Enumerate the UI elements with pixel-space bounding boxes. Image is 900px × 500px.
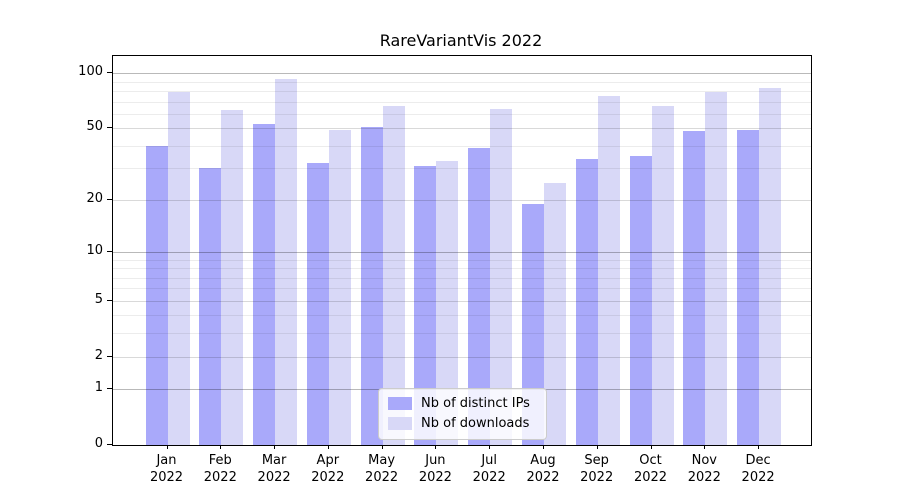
bar-downloads-mar: [275, 79, 298, 445]
x-tick-mark: [758, 445, 760, 449]
x-tick-label-feb: Feb 2022: [203, 453, 237, 485]
legend-item-distinct-ips: Nb of distinct IPs: [388, 396, 536, 411]
bar-downloads-apr: [328, 129, 351, 445]
y-tick-mark: [107, 198, 112, 200]
x-tick-mark: [327, 445, 329, 449]
x-tick-mark: [166, 445, 168, 449]
x-tick-label-may: May 2022: [365, 453, 399, 485]
y-tick-label: 5: [94, 291, 103, 307]
bar-downloads-jul: [490, 108, 513, 445]
x-tick-mark: [704, 445, 706, 449]
x-tick-mark: [650, 445, 652, 449]
x-tick-label-jan: Jan 2022: [149, 453, 184, 485]
x-tick-mark: [489, 445, 491, 449]
y-tick-label: 2: [94, 347, 103, 363]
bar-distinct-ips-jun: [414, 165, 437, 445]
bar-distinct-ips-mar: [253, 123, 276, 445]
gridline-minor: [113, 268, 811, 269]
y-tick-mark: [107, 444, 112, 445]
gridline-minor: [113, 288, 811, 290]
legend-swatch-downloads: [388, 417, 412, 430]
x-tick-label-dec: Dec 2022: [741, 453, 775, 485]
y-tick-mark: [107, 388, 112, 390]
x-tick-mark: [274, 445, 276, 449]
gridline-minor: [113, 333, 811, 335]
bar-downloads-jan: [167, 92, 190, 445]
x-tick-label-sep: Sep 2022: [580, 453, 614, 485]
gridline-minor: [113, 101, 811, 103]
gridline-major: [113, 73, 811, 75]
chart-title: RareVariantVis 2022: [379, 31, 543, 50]
y-tick-mark: [107, 127, 112, 129]
gridline-major: [113, 251, 811, 253]
gridline-minor: [113, 168, 811, 170]
bar-downloads-dec: [759, 88, 782, 445]
bar-downloads-jun: [436, 160, 459, 445]
legend-label-distinct-ips: Nb of distinct IPs: [421, 396, 530, 411]
y-tick-label: 1: [94, 380, 103, 396]
y-tick-mark: [107, 299, 112, 301]
gridline-minor: [113, 81, 811, 83]
legend-item-downloads: Nb of downloads: [388, 416, 536, 431]
x-tick-label-nov: Nov 2022: [687, 453, 721, 485]
bar-downloads-feb: [221, 109, 244, 445]
y-tick-label: 10: [86, 242, 103, 258]
x-tick-label-oct: Oct 2022: [633, 453, 668, 485]
x-tick-mark: [381, 445, 383, 449]
y-tick-label: 100: [78, 64, 103, 80]
x-tick-label-aug: Aug 2022: [526, 453, 560, 485]
y-tick-mark: [107, 355, 112, 357]
bar-distinct-ips-may: [360, 126, 383, 445]
legend-swatch-distinct-ips: [388, 397, 412, 410]
gridline-major: [113, 300, 811, 302]
y-tick-mark: [107, 72, 112, 74]
bar-downloads-nov: [705, 92, 728, 445]
bar-distinct-ips-sep: [575, 158, 598, 445]
gridline-minor: [113, 145, 811, 147]
y-tick-label: 20: [86, 190, 103, 206]
gridline-minor: [113, 113, 811, 115]
x-tick-label-apr: Apr 2022: [311, 453, 345, 485]
gridline-minor: [113, 277, 811, 279]
bar-downloads-sep: [597, 96, 620, 445]
plot-area: Nb of distinct IPs Nb of downloads: [112, 55, 812, 446]
legend-label-downloads: Nb of downloads: [421, 416, 530, 431]
gridline-major: [113, 128, 811, 130]
y-tick-label: 0: [94, 436, 103, 451]
bar-distinct-ips-jan: [145, 145, 168, 445]
gridline-minor: [113, 315, 811, 317]
x-tick-mark: [435, 445, 437, 449]
gridline-major: [113, 199, 811, 201]
bar-downloads-may: [382, 106, 405, 445]
y-tick-label: 50: [86, 119, 103, 135]
gridline-major: [113, 356, 811, 358]
bar-distinct-ips-dec: [737, 129, 760, 445]
legend: Nb of distinct IPs Nb of downloads: [378, 388, 547, 440]
bar-distinct-ips-apr: [306, 163, 329, 445]
x-tick-label-mar: Mar 2022: [257, 453, 291, 485]
x-tick-mark: [596, 445, 598, 449]
bar-distinct-ips-oct: [629, 156, 652, 445]
bar-distinct-ips-feb: [199, 168, 222, 445]
x-tick-mark: [543, 445, 544, 449]
gridline-minor: [113, 259, 811, 261]
x-tick-mark: [220, 445, 222, 449]
x-tick-label-jun: Jun 2022: [418, 453, 452, 485]
bar-distinct-ips-nov: [683, 131, 706, 445]
gridline-minor: [113, 91, 811, 92]
bar-downloads-oct: [651, 106, 674, 445]
y-tick-mark: [107, 250, 112, 252]
bar-downloads-aug: [544, 182, 566, 445]
bar-distinct-ips-aug: [522, 203, 544, 445]
x-tick-label-jul: Jul 2022: [472, 453, 506, 485]
bar-distinct-ips-jul: [468, 147, 491, 445]
